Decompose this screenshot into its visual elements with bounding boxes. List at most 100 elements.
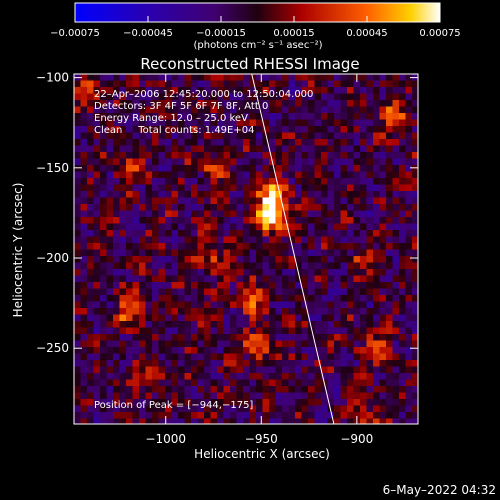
heatmap-cell (243, 347, 251, 355)
heatmap-cell (327, 217, 335, 225)
heatmap-cell (262, 288, 270, 296)
heatmap-cell (256, 282, 264, 290)
heatmap-cell (373, 243, 381, 251)
heatmap-cell (204, 87, 212, 95)
heatmap-cell (152, 100, 160, 108)
heatmap-cell (204, 126, 212, 134)
heatmap-cell (373, 405, 381, 413)
heatmap-cell (314, 204, 322, 212)
heatmap-cell (139, 158, 147, 166)
heatmap-cell (347, 412, 355, 420)
heatmap-cell (243, 152, 251, 160)
heatmap-cell (321, 262, 329, 270)
heatmap-cell (217, 204, 225, 212)
heatmap-cell (366, 132, 374, 140)
heatmap-cell (197, 386, 205, 394)
heatmap-cell (139, 334, 147, 342)
heatmap-cell (392, 405, 400, 413)
heatmap-cell (145, 386, 153, 394)
heatmap-cell (366, 373, 374, 381)
heatmap-cell (223, 74, 231, 82)
heatmap-cell (100, 204, 108, 212)
heatmap-cell (204, 93, 212, 101)
heatmap-cell (184, 327, 192, 335)
heatmap-cell (399, 230, 407, 238)
heatmap-cell (100, 412, 108, 420)
heatmap-cell (334, 366, 342, 374)
heatmap-cell (243, 230, 251, 238)
heatmap-cell (340, 139, 348, 147)
heatmap-cell (353, 321, 361, 329)
heatmap-cell (249, 262, 257, 270)
heatmap-cell (334, 308, 342, 316)
heatmap-cell (308, 106, 316, 114)
heatmap-cell (165, 165, 173, 173)
heatmap-cell (256, 314, 264, 322)
heatmap-cell (392, 191, 400, 199)
heatmap-cell (152, 288, 160, 296)
heatmap-cell (334, 197, 342, 205)
heatmap-cell (223, 360, 231, 368)
heatmap-cell (249, 178, 257, 186)
heatmap-cell (204, 412, 212, 420)
heatmap-cell (340, 353, 348, 361)
heatmap-cell (327, 106, 335, 114)
heatmap-cell (366, 405, 374, 413)
heatmap-cell (373, 126, 381, 134)
heatmap-cell (295, 236, 303, 244)
heatmap-cell (347, 171, 355, 179)
heatmap-cell (184, 340, 192, 348)
heatmap-cell (106, 275, 114, 283)
heatmap-cell (360, 223, 368, 231)
heatmap-cell (360, 334, 368, 342)
heatmap-cell (132, 158, 140, 166)
heatmap-cell (210, 223, 218, 231)
heatmap-cell (93, 87, 101, 95)
heatmap-cell (145, 93, 153, 101)
heatmap-cell (321, 269, 329, 277)
annotation-time: 22–Apr–2006 12:45:20.000 to 12:50:04.000 (94, 89, 313, 100)
heatmap-cell (262, 210, 270, 218)
heatmap-cell (152, 347, 160, 355)
heatmap-cell (249, 158, 257, 166)
heatmap-cell (366, 80, 374, 88)
heatmap-cell (191, 204, 199, 212)
heatmap-cell (392, 165, 400, 173)
heatmap-cell (269, 184, 277, 192)
heatmap-cell (269, 126, 277, 134)
heatmap-cell (275, 256, 283, 264)
heatmap-cell (256, 418, 264, 424)
heatmap-cell (119, 373, 127, 381)
heatmap-cell (132, 113, 140, 121)
heatmap-cell (106, 236, 114, 244)
heatmap-cell (80, 152, 88, 160)
heatmap-cell (236, 210, 244, 218)
heatmap-cell (184, 347, 192, 355)
heatmap-cell (288, 165, 296, 173)
heatmap-cell (223, 321, 231, 329)
heatmap-cell (405, 243, 413, 251)
heatmap-cell (314, 379, 322, 387)
heatmap-cell (347, 230, 355, 238)
heatmap-cell (262, 126, 270, 134)
heatmap-cell (360, 191, 368, 199)
heatmap-cell (347, 152, 355, 160)
heatmap-cell (275, 210, 283, 218)
heatmap-cell (106, 217, 114, 225)
heatmap-cell (119, 210, 127, 218)
heatmap-cell (230, 282, 238, 290)
heatmap-cell (360, 399, 368, 407)
heatmap-cell (282, 158, 290, 166)
heatmap-cell (366, 230, 374, 238)
heatmap-cell (139, 145, 147, 153)
heatmap-cell (139, 353, 147, 361)
heatmap-cell (243, 340, 251, 348)
heatmap-cell (126, 386, 134, 394)
heatmap-cell (93, 152, 101, 160)
heatmap-cell (269, 171, 277, 179)
heatmap-cell (184, 171, 192, 179)
heatmap-cell (405, 93, 413, 101)
heatmap-cell (308, 314, 316, 322)
heatmap-cell (152, 392, 160, 400)
heatmap-cell (230, 93, 238, 101)
